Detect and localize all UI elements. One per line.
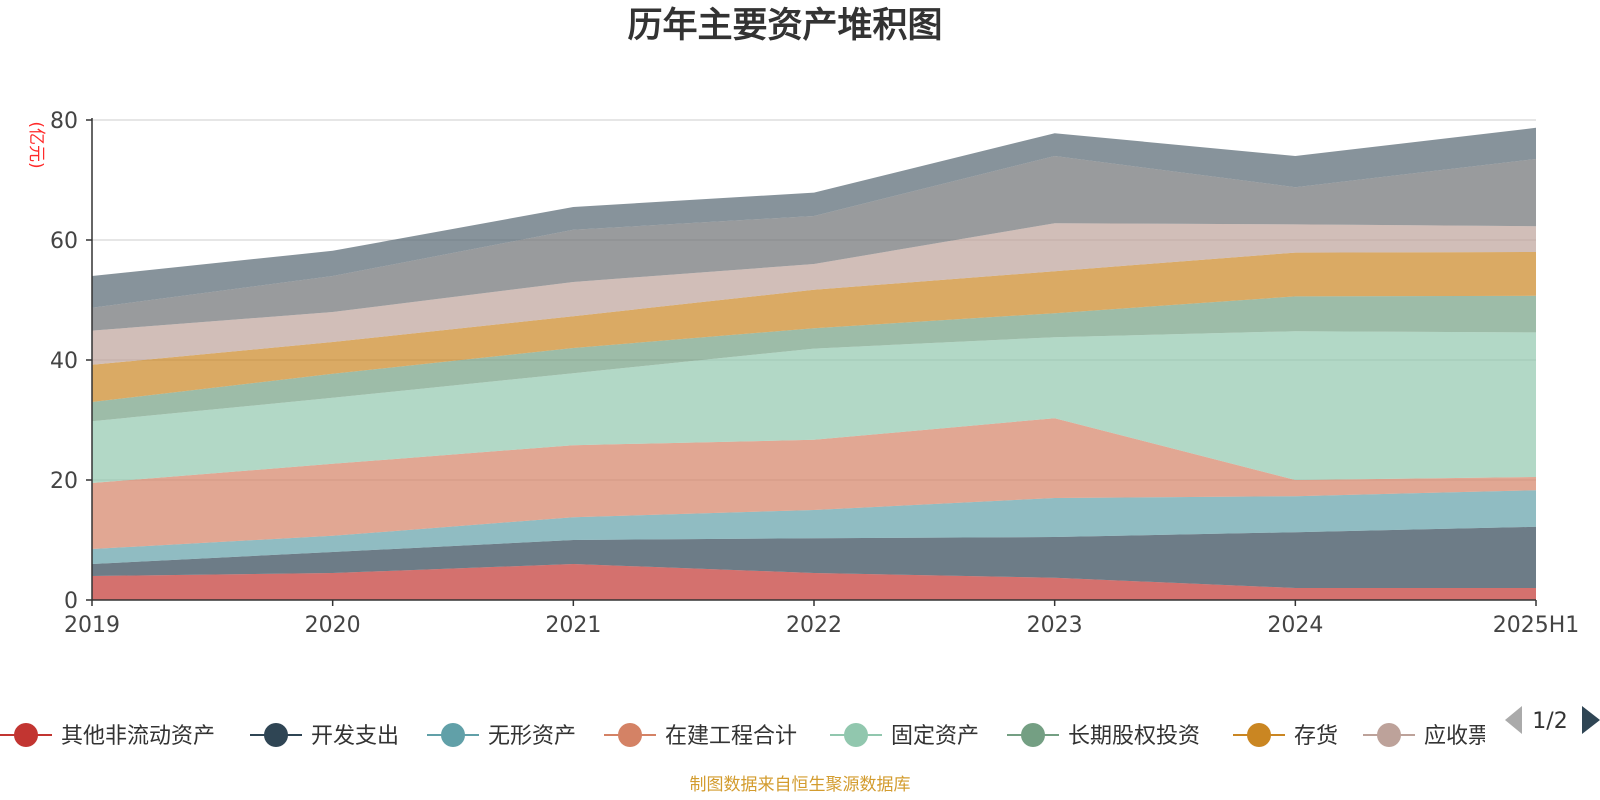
area-series-5 bbox=[92, 295, 1536, 422]
x-tick-label: 2020 bbox=[305, 613, 361, 638]
y-tick-label: 40 bbox=[50, 349, 78, 374]
legend: 其他非流动资产 开发支出 无形资产 在建工程合计 固定资产 长期股权投资 存货 应收票 bbox=[0, 723, 1490, 749]
legend-label: 无形资产 bbox=[488, 724, 576, 749]
area-series-1 bbox=[92, 526, 1536, 588]
x-tick-label: 2024 bbox=[1267, 613, 1323, 638]
area-series-3 bbox=[92, 418, 1536, 549]
area-series-7 bbox=[92, 223, 1536, 365]
legend-circle-marker bbox=[441, 723, 465, 747]
legend-item[interactable]: 开发支出 bbox=[250, 723, 399, 749]
data-source-note: 制图数据来自恒生聚源数据库 bbox=[690, 775, 911, 795]
legend-circle-marker bbox=[1377, 723, 1401, 747]
chart-title: 历年主要资产堆积图 bbox=[627, 6, 942, 46]
legend-item[interactable]: 在建工程合计 bbox=[604, 723, 797, 749]
legend-label: 固定资产 bbox=[891, 724, 979, 749]
legend-circle-marker bbox=[14, 723, 38, 747]
y-tick-label: 0 bbox=[64, 589, 78, 614]
legend-item[interactable]: 应收票 bbox=[1363, 723, 1490, 749]
y-tick-label: 20 bbox=[50, 469, 78, 494]
legend-pager: 1/2 bbox=[1505, 706, 1600, 734]
legend-label: 开发支出 bbox=[311, 724, 399, 749]
legend-item[interactable]: 长期股权投资 bbox=[1007, 723, 1200, 749]
legend-next-page-arrow-icon[interactable] bbox=[1582, 706, 1600, 734]
x-tick-label: 2025H1 bbox=[1493, 613, 1580, 638]
legend-item[interactable]: 固定资产 bbox=[830, 723, 979, 749]
legend-prev-page-arrow-icon[interactable] bbox=[1505, 706, 1522, 734]
x-tick-label: 2022 bbox=[786, 613, 842, 638]
area-series-8 bbox=[92, 156, 1536, 331]
legend-circle-marker bbox=[618, 723, 642, 747]
y-axis-unit-label: (亿元) bbox=[26, 121, 46, 168]
x-tick-label: 2019 bbox=[64, 613, 120, 638]
legend-page-indicator: 1/2 bbox=[1532, 709, 1567, 734]
area-series-2 bbox=[92, 490, 1536, 564]
legend-items: 其他非流动资产 开发支出 无形资产 在建工程合计 固定资产 长期股权投资 存货 应收票 bbox=[0, 723, 1490, 749]
x-tick-label: 2021 bbox=[545, 613, 601, 638]
area-series-group bbox=[92, 127, 1536, 600]
legend-item[interactable]: 存货 bbox=[1233, 723, 1338, 749]
axes: 0 20 40 60 80 2019 2020 2021 2022 2023 2024 2025H1 bbox=[50, 109, 1579, 638]
legend-item[interactable]: 无形资产 bbox=[427, 723, 576, 749]
legend-label: 长期股权投资 bbox=[1068, 724, 1200, 749]
area-series-6 bbox=[92, 252, 1536, 402]
legend-circle-marker bbox=[1021, 723, 1045, 747]
legend-circle-marker bbox=[844, 723, 868, 747]
legend-circle-marker bbox=[264, 723, 288, 747]
x-tick-label: 2023 bbox=[1027, 613, 1083, 638]
area-series-0 bbox=[92, 564, 1536, 600]
legend-label: 在建工程合计 bbox=[665, 724, 797, 749]
y-tick-label: 60 bbox=[50, 229, 78, 254]
legend-item[interactable]: 其他非流动资产 bbox=[0, 723, 215, 749]
area-series-9 bbox=[92, 127, 1536, 308]
legend-label: 其他非流动资产 bbox=[61, 724, 215, 749]
legend-label: 应收票 bbox=[1424, 724, 1490, 749]
area-series-4 bbox=[92, 331, 1536, 483]
legend-circle-marker bbox=[1247, 723, 1271, 747]
legend-label: 存货 bbox=[1294, 724, 1338, 749]
y-tick-label: 80 bbox=[50, 109, 78, 134]
